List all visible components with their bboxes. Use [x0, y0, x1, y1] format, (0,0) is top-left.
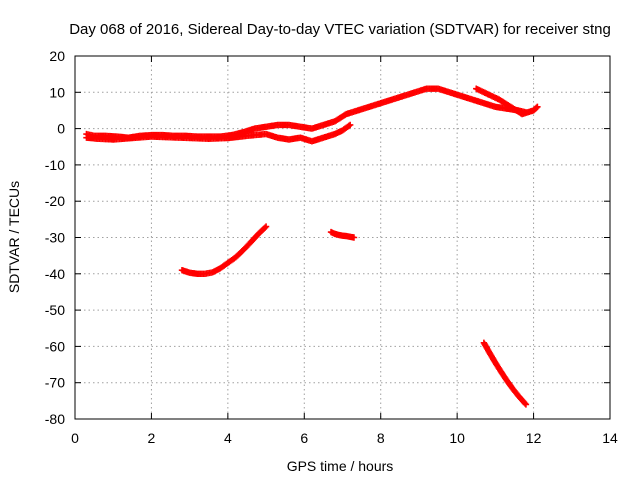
y-tick-label: -30 [45, 230, 65, 246]
series-lower-band [83, 121, 354, 145]
x-tick-label: 4 [224, 430, 232, 446]
data-point [533, 104, 540, 111]
y-tick-label: -40 [45, 266, 65, 282]
data-point [522, 401, 530, 408]
x-tick-label: 8 [377, 430, 385, 446]
axis-ticks: 20 10 0 -10 -20 -30 -40 -50 -60 -70 -80 0 2 4 6 8 10 12 14 [45, 48, 618, 446]
x-tick-label: 10 [449, 430, 465, 446]
grid-lines [75, 56, 610, 419]
y-tick-label: -20 [45, 193, 65, 209]
x-tick-label: 6 [300, 430, 308, 446]
y-tick-label: -60 [45, 338, 65, 354]
series-main-band [83, 85, 530, 141]
y-tick-label: 0 [57, 121, 65, 137]
data-point [350, 234, 358, 241]
x-tick-label: 0 [71, 430, 79, 446]
series-negative-arc-2 [327, 228, 358, 241]
data-points [83, 85, 541, 408]
x-tick-label: 2 [148, 430, 156, 446]
y-axis-label: SDTVAR / TECUs [6, 181, 22, 293]
data-point [345, 122, 353, 130]
x-axis-label: GPS time / hours [287, 458, 394, 474]
y-tick-label: -50 [45, 302, 65, 318]
chart-title: Day 068 of 2016, Sidereal Day-to-day VTE… [69, 21, 611, 38]
series-late-arc [473, 85, 541, 118]
y-tick-label: -80 [45, 411, 65, 427]
y-tick-label: 10 [49, 84, 65, 100]
data-point [261, 224, 269, 231]
x-tick-label: 12 [526, 430, 542, 446]
y-tick-label: -70 [45, 375, 65, 391]
data-point [262, 223, 270, 230]
data-point [346, 121, 354, 129]
data-point [534, 103, 541, 111]
series-negative-arc-3 [480, 339, 530, 408]
y-tick-label: -10 [45, 157, 65, 173]
x-tick-label: 14 [602, 430, 618, 446]
data-point [521, 400, 529, 407]
series-negative-arc-1 [178, 223, 270, 277]
y-tick-label: 20 [49, 48, 65, 64]
